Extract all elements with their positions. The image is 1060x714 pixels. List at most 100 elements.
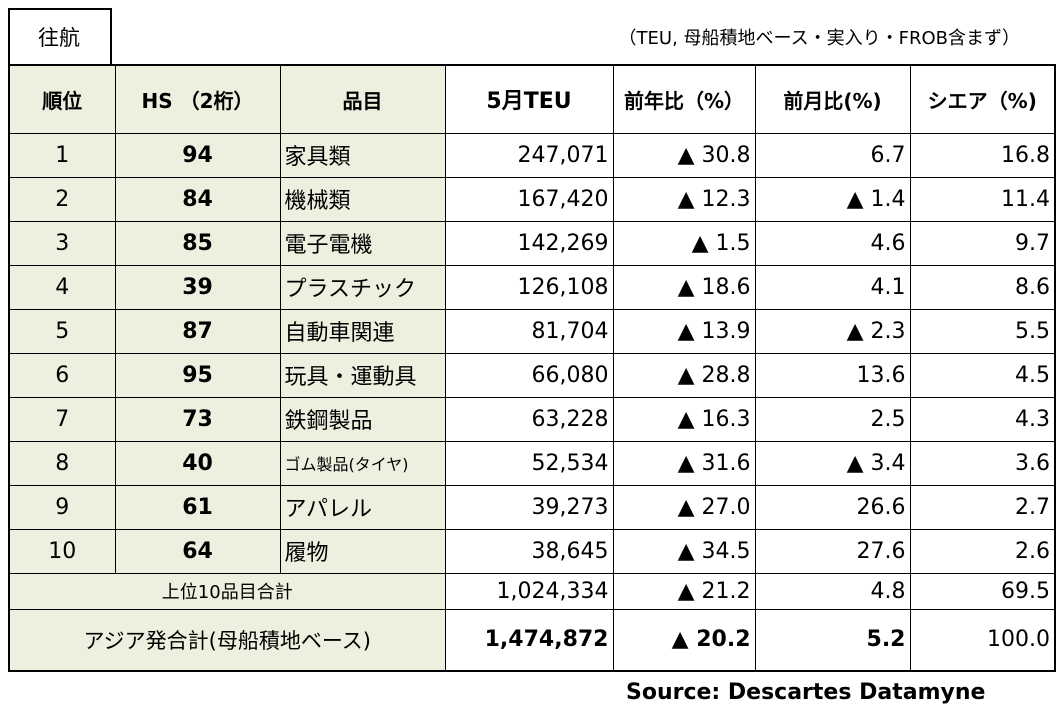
header-hs: HS （2桁） bbox=[114, 64, 281, 134]
yoy-cell: ▲ 30.8 bbox=[612, 132, 756, 178]
subtotal-label: 上位10品目合計 bbox=[8, 572, 446, 610]
header-mom: 前月比(%) bbox=[754, 64, 911, 134]
header-share: シエア（%) bbox=[909, 64, 1056, 134]
item-name-cell: 鉄鋼製品 bbox=[279, 396, 446, 442]
total-mom: 5.2 bbox=[754, 608, 911, 672]
subtotal-row: 上位10品目合計 1,024,334 ▲ 21.2 4.8 69.5 bbox=[8, 572, 1056, 610]
rank-cell: 6 bbox=[8, 352, 116, 398]
yoy-cell: ▲ 16.3 bbox=[612, 396, 756, 442]
rank-cell: 4 bbox=[8, 264, 116, 310]
mom-cell: 2.5 bbox=[754, 396, 911, 442]
table-title: 往航 bbox=[8, 8, 112, 64]
subtotal-mom: 4.8 bbox=[754, 572, 911, 610]
rank-cell: 10 bbox=[8, 528, 116, 574]
total-share: 100.0 bbox=[909, 608, 1056, 672]
hs-code-cell: 39 bbox=[114, 264, 281, 310]
mom-cell: 26.6 bbox=[754, 484, 911, 530]
rank-cell: 1 bbox=[8, 132, 116, 178]
teu-cell: 63,228 bbox=[444, 396, 614, 442]
hs-code-cell: 84 bbox=[114, 176, 281, 222]
hs-code-cell: 64 bbox=[114, 528, 281, 574]
teu-cell: 38,645 bbox=[444, 528, 614, 574]
share-cell: 4.3 bbox=[909, 396, 1056, 442]
total-row: アジア発合計(母船積地ベース) 1,474,872 ▲ 20.2 5.2 100… bbox=[8, 608, 1056, 672]
share-cell: 5.5 bbox=[909, 308, 1056, 354]
yoy-cell: ▲ 18.6 bbox=[612, 264, 756, 310]
table-row: 6 95 玩具・運動具 66,080 ▲ 28.8 13.6 4.5 bbox=[8, 352, 1056, 398]
item-name-cell: 自動車関連 bbox=[279, 308, 446, 354]
total-label: アジア発合計(母船積地ベース) bbox=[8, 608, 446, 672]
subtotal-share: 69.5 bbox=[909, 572, 1056, 610]
table-row: 2 84 機械類 167,420 ▲ 12.3 ▲ 1.4 11.4 bbox=[8, 176, 1056, 222]
hs-code-cell: 40 bbox=[114, 440, 281, 486]
share-cell: 3.6 bbox=[909, 440, 1056, 486]
total-teu: 1,474,872 bbox=[444, 608, 614, 672]
rank-cell: 3 bbox=[8, 220, 116, 266]
share-cell: 16.8 bbox=[909, 132, 1056, 178]
table-row: 7 73 鉄鋼製品 63,228 ▲ 16.3 2.5 4.3 bbox=[8, 396, 1056, 442]
yoy-cell: ▲ 28.8 bbox=[612, 352, 756, 398]
rank-cell: 7 bbox=[8, 396, 116, 442]
table-row: 4 39 プラスチック 126,108 ▲ 18.6 4.1 8.6 bbox=[8, 264, 1056, 310]
header-rank: 順位 bbox=[8, 64, 116, 134]
mom-cell: 13.6 bbox=[754, 352, 911, 398]
subtotal-teu: 1,024,334 bbox=[444, 572, 614, 610]
share-cell: 9.7 bbox=[909, 220, 1056, 266]
total-yoy: ▲ 20.2 bbox=[612, 608, 756, 672]
item-name-cell: 玩具・運動具 bbox=[279, 352, 446, 398]
mom-cell: 6.7 bbox=[754, 132, 911, 178]
yoy-cell: ▲ 27.0 bbox=[612, 484, 756, 530]
header-teu: 5月TEU bbox=[444, 64, 614, 134]
header-item: 品目 bbox=[279, 64, 446, 134]
mom-cell: ▲ 3.4 bbox=[754, 440, 911, 486]
yoy-cell: ▲ 13.9 bbox=[612, 308, 756, 354]
table-row: 8 40 ゴム製品(タイヤ) 52,534 ▲ 31.6 ▲ 3.4 3.6 bbox=[8, 440, 1056, 486]
item-name-cell: 家具類 bbox=[279, 132, 446, 178]
item-name-cell: 電子電機 bbox=[279, 220, 446, 266]
units-note: （TEU, 母船積地ベース・実入り・FROB含まず） bbox=[618, 28, 1020, 49]
yoy-cell: ▲ 12.3 bbox=[612, 176, 756, 222]
share-cell: 11.4 bbox=[909, 176, 1056, 222]
header-yoy: 前年比（%） bbox=[612, 64, 756, 134]
table-row: 1 94 家具類 247,071 ▲ 30.8 6.7 16.8 bbox=[8, 132, 1056, 178]
rank-cell: 2 bbox=[8, 176, 116, 222]
hs-code-cell: 94 bbox=[114, 132, 281, 178]
mom-cell: ▲ 2.3 bbox=[754, 308, 911, 354]
hs-code-cell: 85 bbox=[114, 220, 281, 266]
share-cell: 8.6 bbox=[909, 264, 1056, 310]
item-name-cell: 履物 bbox=[279, 528, 446, 574]
mom-cell: 27.6 bbox=[754, 528, 911, 574]
item-name-cell: ゴム製品(タイヤ) bbox=[279, 440, 446, 486]
share-cell: 4.5 bbox=[909, 352, 1056, 398]
header-row: 順位 HS （2桁） 品目 5月TEU 前年比（%） 前月比(%) シエア（%) bbox=[8, 64, 1056, 134]
hs-code-cell: 95 bbox=[114, 352, 281, 398]
teu-cell: 39,273 bbox=[444, 484, 614, 530]
rank-cell: 5 bbox=[8, 308, 116, 354]
item-name-cell: 機械類 bbox=[279, 176, 446, 222]
teu-cell: 167,420 bbox=[444, 176, 614, 222]
mom-cell: 4.6 bbox=[754, 220, 911, 266]
yoy-cell: ▲ 34.5 bbox=[612, 528, 756, 574]
yoy-cell: ▲ 1.5 bbox=[612, 220, 756, 266]
rank-cell: 8 bbox=[8, 440, 116, 486]
commodity-table: 順位 HS （2桁） 品目 5月TEU 前年比（%） 前月比(%) シエア（%)… bbox=[8, 64, 1056, 672]
hs-code-cell: 61 bbox=[114, 484, 281, 530]
table-row: 10 64 履物 38,645 ▲ 34.5 27.6 2.6 bbox=[8, 528, 1056, 574]
item-name-cell: プラスチック bbox=[279, 264, 446, 310]
share-cell: 2.6 bbox=[909, 528, 1056, 574]
item-name-cell: アパレル bbox=[279, 484, 446, 530]
hs-code-cell: 73 bbox=[114, 396, 281, 442]
mom-cell: ▲ 1.4 bbox=[754, 176, 911, 222]
mom-cell: 4.1 bbox=[754, 264, 911, 310]
table-row: 9 61 アパレル 39,273 ▲ 27.0 26.6 2.7 bbox=[8, 484, 1056, 530]
teu-cell: 52,534 bbox=[444, 440, 614, 486]
source-credit: Source: Descartes Datamyne bbox=[626, 680, 986, 705]
yoy-cell: ▲ 31.6 bbox=[612, 440, 756, 486]
teu-cell: 126,108 bbox=[444, 264, 614, 310]
rank-cell: 9 bbox=[8, 484, 116, 530]
teu-cell: 142,269 bbox=[444, 220, 614, 266]
subtotal-yoy: ▲ 21.2 bbox=[612, 572, 756, 610]
share-cell: 2.7 bbox=[909, 484, 1056, 530]
table-row: 3 85 電子電機 142,269 ▲ 1.5 4.6 9.7 bbox=[8, 220, 1056, 266]
hs-code-cell: 87 bbox=[114, 308, 281, 354]
